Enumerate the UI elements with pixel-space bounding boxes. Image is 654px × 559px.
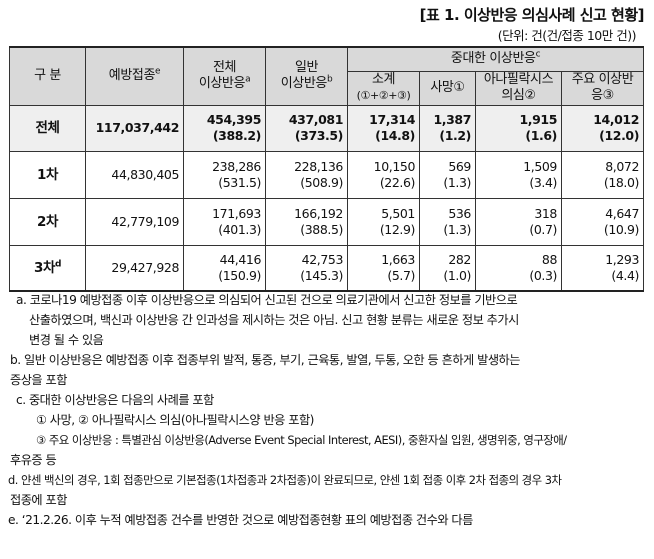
cell-death: 536 (1.3) [419,197,476,246]
cell-total: 171,693 (401.3) [183,197,266,246]
cell-serious-sum: 17,314 (14.8) [347,104,420,152]
cell-serious-sum: 1,663 (5.7) [347,244,420,292]
footnote-d-line1: d. 얀센 백신의 경우, 1회 접종만으로 기본접종(1차접종과 2차접종)이… [8,473,562,487]
unit-label: (단위: 건(건/접종 10만 건)) [497,28,637,43]
table-row: 전체 117,037,442 454,395 (388.2) 437,081 (37… [9,104,645,152]
cell-general: 42,753 (145.3) [265,244,348,292]
cell-serious-sum: 5,501 (12.9) [347,197,420,246]
footnotes: a. 코로나19 예방접종 이후 이상반응으로 의심되어 신고된 건으로 의료기… [0,290,654,530]
cell-major: 1,293 (4.4) [560,244,645,292]
row-label: 2차 [9,197,86,246]
footnote-b-line1: b. 일반 이상반응은 예방접종 이후 접종부위 발적, 통증, 부기, 근육통… [10,353,520,367]
table-row: 2차 42,779,109 171,693 (401.3) 166,192 (388… [9,197,645,246]
footnote-b-line2: 증상을 포함 [10,373,67,387]
header-serious-adverse: 중대한 이상반응c [346,46,645,72]
cell-anaphylaxis: 318 (0.7) [475,197,562,246]
adverse-event-table: 구 분 예방접종e 전체 이상반응a 일반 이상반응b 중대한 이상반응c 소계… [9,46,645,292]
row-label: 3차d [9,244,86,292]
header-death: 사망① [419,70,476,106]
footnote-c-line3: ③ 주요 이상반응 : 특별관심 이상반응(Adverse Event Spec… [36,433,567,447]
cell-total: 238,286 (531.5) [183,150,266,199]
footnote-d-line2: 접종에 포함 [10,493,67,507]
cell-major: 14,012 (12.0) [560,104,645,152]
row-label: 전체 [9,104,86,152]
header-vaccinations: 예방접종e [85,46,184,106]
footnote-c-line2: ① 사망, ② 아나필락시스 의심(아나필락시스양 반응 포함) [36,413,314,427]
cell-major: 8,072 (18.0) [560,150,645,199]
cell-total: 44,416 (150.9) [183,244,266,292]
footnote-c-line4: 후유증 등 [10,453,57,467]
header-category: 구 분 [9,46,86,106]
table-row: 1차 44,830,405 238,286 (531.5) 228,136 (508… [9,150,645,199]
cell-anaphylaxis: 88 (0.3) [475,244,562,292]
footnote-a-line3: 변경 될 수 있음 [29,333,104,347]
header-general-adverse: 일반 이상반응b [265,46,348,106]
cell-death: 569 (1.3) [419,150,476,199]
cell-anaphylaxis: 1,915 (1.6) [475,104,562,152]
cell-vaccinations: 29,427,928 [85,244,184,292]
cell-major: 4,647 (10.9) [560,197,645,246]
cell-general: 228,136 (508.9) [265,150,348,199]
cell-vaccinations: 117,037,442 [85,104,184,152]
footnote-e-line1: e. ‘21.2.26. 이후 누적 예방접종 건수를 반영한 것으로 예방접종… [8,513,473,527]
cell-serious-sum: 10,150 (22.6) [347,150,420,199]
header-anaphylaxis: 아나필락시스 의심② [475,70,562,106]
header-total-adverse: 전체 이상반응a [183,46,266,106]
cell-anaphylaxis: 1,509 (3.4) [475,150,562,199]
cell-general: 166,192 (388.5) [265,197,348,246]
header-serious-sum: 소계 (①+②+③) [347,70,420,106]
cell-death: 282 (1.0) [419,244,476,292]
cell-death: 1,387 (1.2) [419,104,476,152]
cell-total: 454,395 (388.2) [183,104,266,152]
table-row: 3차d 29,427,928 44,416 (150.9) 42,753 (145.… [9,244,645,292]
cell-general: 437,081 (373.5) [265,104,348,152]
footnote-a-line1: a. 코로나19 예방접종 이후 이상반응으로 의심되어 신고된 건으로 의료기… [16,293,518,307]
cell-vaccinations: 44,830,405 [85,150,184,199]
cell-vaccinations: 42,779,109 [85,197,184,246]
row-label: 1차 [9,150,86,199]
table-title: [표 1. 이상반응 의심사례 신고 현황] [419,6,645,24]
header-major-adverse: 주요 이상반 응③ [560,70,645,106]
footnote-c-line1: c. 중대한 이상반응은 다음의 사례를 포함 [16,393,214,407]
footnote-a-line2: 산출하였으며, 백신과 이상반응 간 인과성을 제시하는 것은 아님. 신고 현… [29,313,519,327]
